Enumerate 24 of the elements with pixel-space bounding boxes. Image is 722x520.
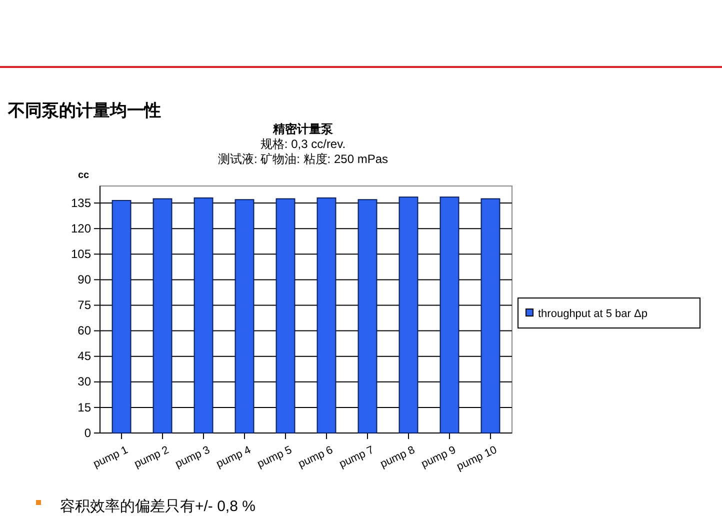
y-tick-label: 60 [78,324,92,338]
y-axis-title: cc [78,170,90,181]
text: 容积效率的偏差只有+/- 0,8 % [60,498,256,515]
y-tick-label: 0 [84,426,92,440]
y-tick-label: 75 [78,298,92,312]
legend-label: throughput at 5 bar Δp [538,308,648,320]
x-tick-label: pump 1 [92,444,130,470]
x-tick-label: pump 5 [256,444,294,470]
y-tick-label: 15 [78,400,92,414]
y-tick-label: 105 [70,246,92,261]
text: 不同泵的计量均一性 [7,101,161,120]
chart-title: 精密计量泵 [272,122,334,136]
x-tick-label: pump 2 [132,444,171,470]
y-tick-label: 30 [78,374,92,389]
x-tick-label: pump 7 [338,444,376,470]
y-tick-label: 120 [70,221,92,236]
y-tick-label: 90 [78,272,92,287]
y-tick-label: 45 [78,349,92,364]
x-tick-label: pump 4 [214,444,253,470]
y-tick-label: 135 [70,196,92,210]
x-tick-label: pump 8 [378,444,417,470]
x-tick-label: pump 3 [174,444,212,470]
x-tick-label: pump 6 [296,444,335,470]
chart-subtitle: 规格: 0,3 cc/rev. 测试液: 矿物油: 粘度: 250 mPas [218,137,388,166]
